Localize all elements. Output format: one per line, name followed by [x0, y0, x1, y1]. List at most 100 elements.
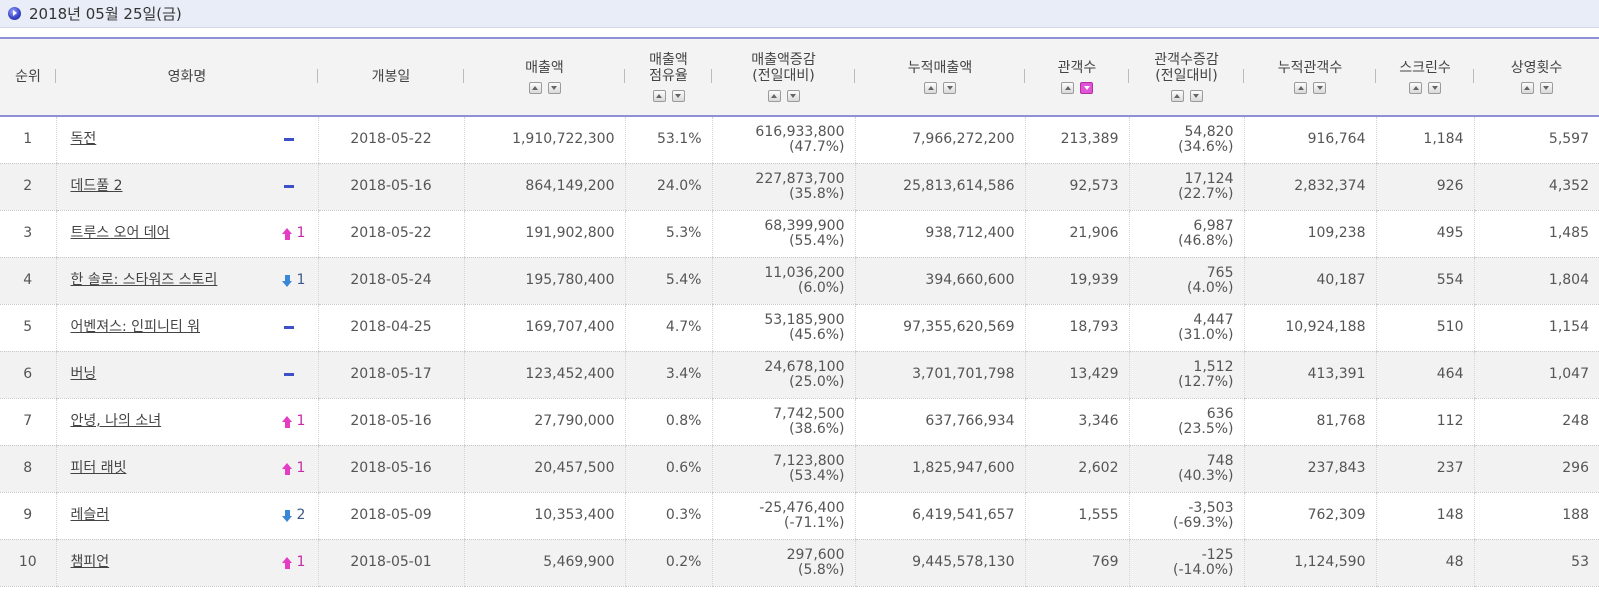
no-change-icon [283, 326, 294, 329]
showings-cell: 1,154 [1473, 304, 1599, 352]
sales-change-value: -25,476,400 [759, 499, 845, 516]
release-date-cell: 2018-05-22 [317, 116, 464, 164]
rank-up-icon [281, 462, 293, 475]
sort-desc-icon[interactable] [1539, 82, 1553, 94]
aud-change-value: 4,447 [1193, 311, 1234, 328]
sort-asc-icon[interactable] [767, 90, 781, 102]
sort-asc-icon[interactable] [528, 82, 542, 94]
table-row: 9 레슬러 2 2018-05-09 10,353,400 0.3% -25,476,400… [0, 492, 1599, 540]
aud-change-pct: (-14.0%) [1173, 561, 1234, 578]
cum-audience-cell: 81,768 [1243, 398, 1376, 446]
rank-change: 2 [281, 508, 314, 523]
table-row: 1 독전 2018-05-22 1,910,722,300 53.1% 616,933,8… [0, 116, 1599, 164]
aud-change-cell: -125 (-14.0%) [1128, 539, 1244, 587]
sort-desc-icon[interactable] [1189, 90, 1203, 102]
rank-up-icon [281, 556, 293, 569]
sort-asc-icon[interactable] [924, 82, 937, 94]
cum-audience-cell: 413,391 [1243, 351, 1376, 399]
sales-change-pct: (-71.1%) [784, 514, 845, 531]
screens-cell: 464 [1375, 351, 1474, 399]
no-change-icon [283, 373, 294, 376]
sales-cell: 191,902,800 [463, 210, 625, 258]
rank-change-value: 1 [296, 554, 306, 570]
rank-change [282, 326, 314, 329]
sort-asc-icon[interactable] [1409, 82, 1422, 94]
sort-desc-active-icon[interactable] [1080, 82, 1093, 94]
sort-desc-icon[interactable] [547, 82, 561, 94]
sort-asc-icon[interactable] [1061, 82, 1074, 94]
rank-change: 1 [281, 226, 314, 241]
rank-change: 1 [281, 414, 314, 429]
table-row: 6 버닝 2018-05-17 123,452,400 3.4% 24,678,100 (2… [0, 351, 1599, 399]
movie-title-link[interactable]: 버닝 [70, 366, 97, 382]
release-date-cell: 2018-05-16 [317, 445, 464, 493]
sort-desc-icon[interactable] [1428, 82, 1441, 94]
sales-change-pct: (38.6%) [789, 420, 845, 437]
sort-asc-icon[interactable] [1520, 82, 1534, 94]
share-cell: 0.6% [624, 445, 712, 493]
sales-change-cell: 7,742,500 (38.6%) [711, 398, 855, 446]
cum-sales-cell: 97,355,620,569 [854, 304, 1025, 352]
rank-cell: 2 [0, 163, 56, 211]
showings-cell: 5,597 [1473, 116, 1599, 164]
cum-audience-cell: 1,124,590 [1243, 539, 1376, 587]
rank-cell: 4 [0, 257, 56, 305]
table-row: 7 안녕, 나의 소녀 1 2018-05-16 27,790,000 0.8% 7,742… [0, 398, 1599, 446]
sales-change-pct: (45.6%) [789, 326, 845, 343]
rank-cell: 10 [0, 539, 56, 587]
aud-change-cell: 636 (23.5%) [1128, 398, 1244, 446]
no-change-icon [283, 138, 294, 142]
sales-change-value: 53,185,900 [764, 311, 845, 328]
header-aud-change: 관객수증감 (전일대비) [1129, 37, 1244, 117]
screens-cell: 495 [1375, 210, 1474, 258]
header-audience: 관객수 [1025, 37, 1129, 117]
sales-change-pct: (47.7%) [789, 138, 845, 155]
showings-cell: 4,352 [1473, 163, 1599, 211]
aud-change-value: 636 [1206, 405, 1234, 422]
sort-asc-icon[interactable] [652, 90, 666, 102]
sales-change-cell: 24,678,100 (25.0%) [711, 351, 855, 399]
sort-asc-icon[interactable] [1170, 90, 1184, 102]
movie-title-link[interactable]: 한 솔로: 스타워즈 스토리 [70, 272, 218, 288]
movie-title-link[interactable]: 안녕, 나의 소녀 [70, 413, 162, 429]
sales-change-pct: (35.8%) [789, 185, 845, 202]
cum-audience-cell: 2,832,374 [1243, 163, 1376, 211]
title-cell: 안녕, 나의 소녀 1 [55, 398, 318, 446]
title-cell: 버닝 [55, 351, 318, 399]
movie-title-link[interactable]: 어벤져스: 인피니티 워 [70, 319, 201, 335]
audience-cell: 2,602 [1024, 445, 1129, 493]
sales-cell: 1,910,722,300 [463, 116, 625, 164]
sort-asc-icon[interactable] [1294, 82, 1307, 94]
movie-title-link[interactable]: 레슬러 [70, 507, 110, 523]
movie-title-link[interactable]: 독전 [70, 131, 97, 148]
cum-sales-cell: 1,825,947,600 [854, 445, 1025, 493]
movie-title-link[interactable]: 피터 래빗 [70, 460, 127, 476]
sort-desc-icon[interactable] [671, 90, 685, 102]
title-cell: 레슬러 2 [55, 492, 318, 540]
cum-sales-cell: 938,712,400 [854, 210, 1025, 258]
sales-cell: 864,149,200 [463, 163, 625, 211]
rank-up-icon [281, 227, 293, 240]
boxoffice-table: 순위 영화명 개봉일 매출액 매출액 점유율 매출액증감 (전일대비) 누적매출… [0, 37, 1599, 587]
aud-change-value: 765 [1206, 264, 1234, 281]
screens-cell: 48 [1375, 539, 1474, 587]
movie-title-link[interactable]: 데드풀 2 [70, 178, 123, 194]
sales-change-pct: (25.0%) [789, 373, 845, 390]
movie-title-link[interactable]: 트루스 오어 데어 [70, 225, 170, 241]
aud-change-value: -125 [1201, 546, 1234, 563]
release-date-cell: 2018-05-01 [317, 539, 464, 587]
rank-down-icon [281, 274, 293, 287]
table-row: 3 트루스 오어 데어 1 2018-05-22 191,902,800 5.3% 68,3… [0, 210, 1599, 258]
rank-cell: 7 [0, 398, 56, 446]
header-release: 개봉일 [318, 37, 464, 117]
sort-desc-icon[interactable] [786, 90, 800, 102]
aud-change-cell: 17,124 (22.7%) [1128, 163, 1244, 211]
movie-title-link[interactable]: 챔피언 [70, 554, 110, 570]
sort-desc-icon[interactable] [943, 82, 956, 94]
cum-sales-cell: 637,766,934 [854, 398, 1025, 446]
table-header-row: 순위 영화명 개봉일 매출액 매출액 점유율 매출액증감 (전일대비) 누적매출… [0, 37, 1599, 117]
showings-cell: 248 [1473, 398, 1599, 446]
aud-change-pct: (40.3%) [1178, 467, 1234, 484]
aud-change-cell: 6,987 (46.8%) [1128, 210, 1244, 258]
sort-desc-icon[interactable] [1313, 82, 1326, 94]
